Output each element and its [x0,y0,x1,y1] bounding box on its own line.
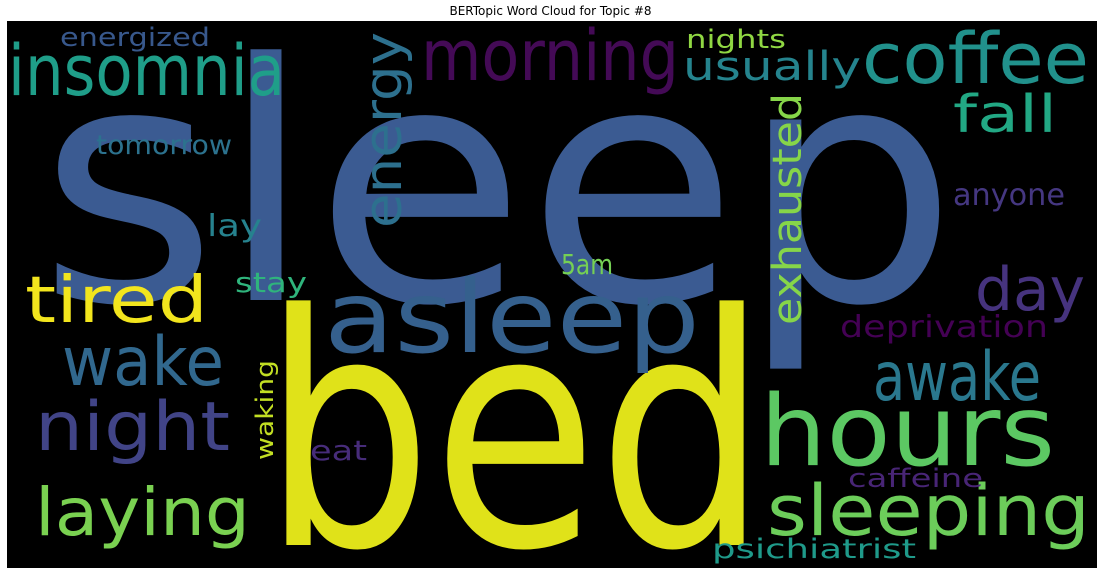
word-usually: usually [683,44,861,90]
word-stay: stay [235,266,307,299]
word-laying: laying [35,474,250,551]
word-caffeine: caffeine [848,464,983,494]
word-sleeping: sleeping [767,470,1090,552]
word-tomorrow: tomorrow [96,130,232,161]
word-eat: eat [310,434,367,467]
word-lay: lay [207,209,262,244]
word-wake: wake [62,323,224,402]
word-insomnia: insomnia [8,30,285,112]
word-night: night [35,388,230,467]
word-anyone: anyone [953,178,1065,213]
word-exhausted: exhausted [765,93,811,325]
word-waking: waking [251,360,279,460]
word-cloud-area: sleep bed asleep hours morning coffee insomnia… [7,21,1097,568]
word-coffee: coffee [862,21,1089,100]
word-day: day [975,255,1085,325]
word-tired: tired [25,264,208,338]
word-fall: fall [953,85,1057,145]
word-asleep: asleep [324,259,700,376]
word-morning: morning [421,21,679,97]
word-5am: 5am [561,248,613,281]
word-nights: nights [686,25,786,55]
word-psichiatrist: psichiatrist [712,534,916,565]
word-energized: energized [60,23,210,53]
word-energy: energy [354,32,414,228]
word-sleep: sleep [38,21,958,378]
word-deprivation: deprivation [840,310,1048,345]
chart-title: BERTopic Word Cloud for Topic #8 [449,4,652,18]
word-awake: awake [873,338,1041,417]
word-bed: bed [262,246,768,568]
word-hours: hours [760,375,1055,489]
